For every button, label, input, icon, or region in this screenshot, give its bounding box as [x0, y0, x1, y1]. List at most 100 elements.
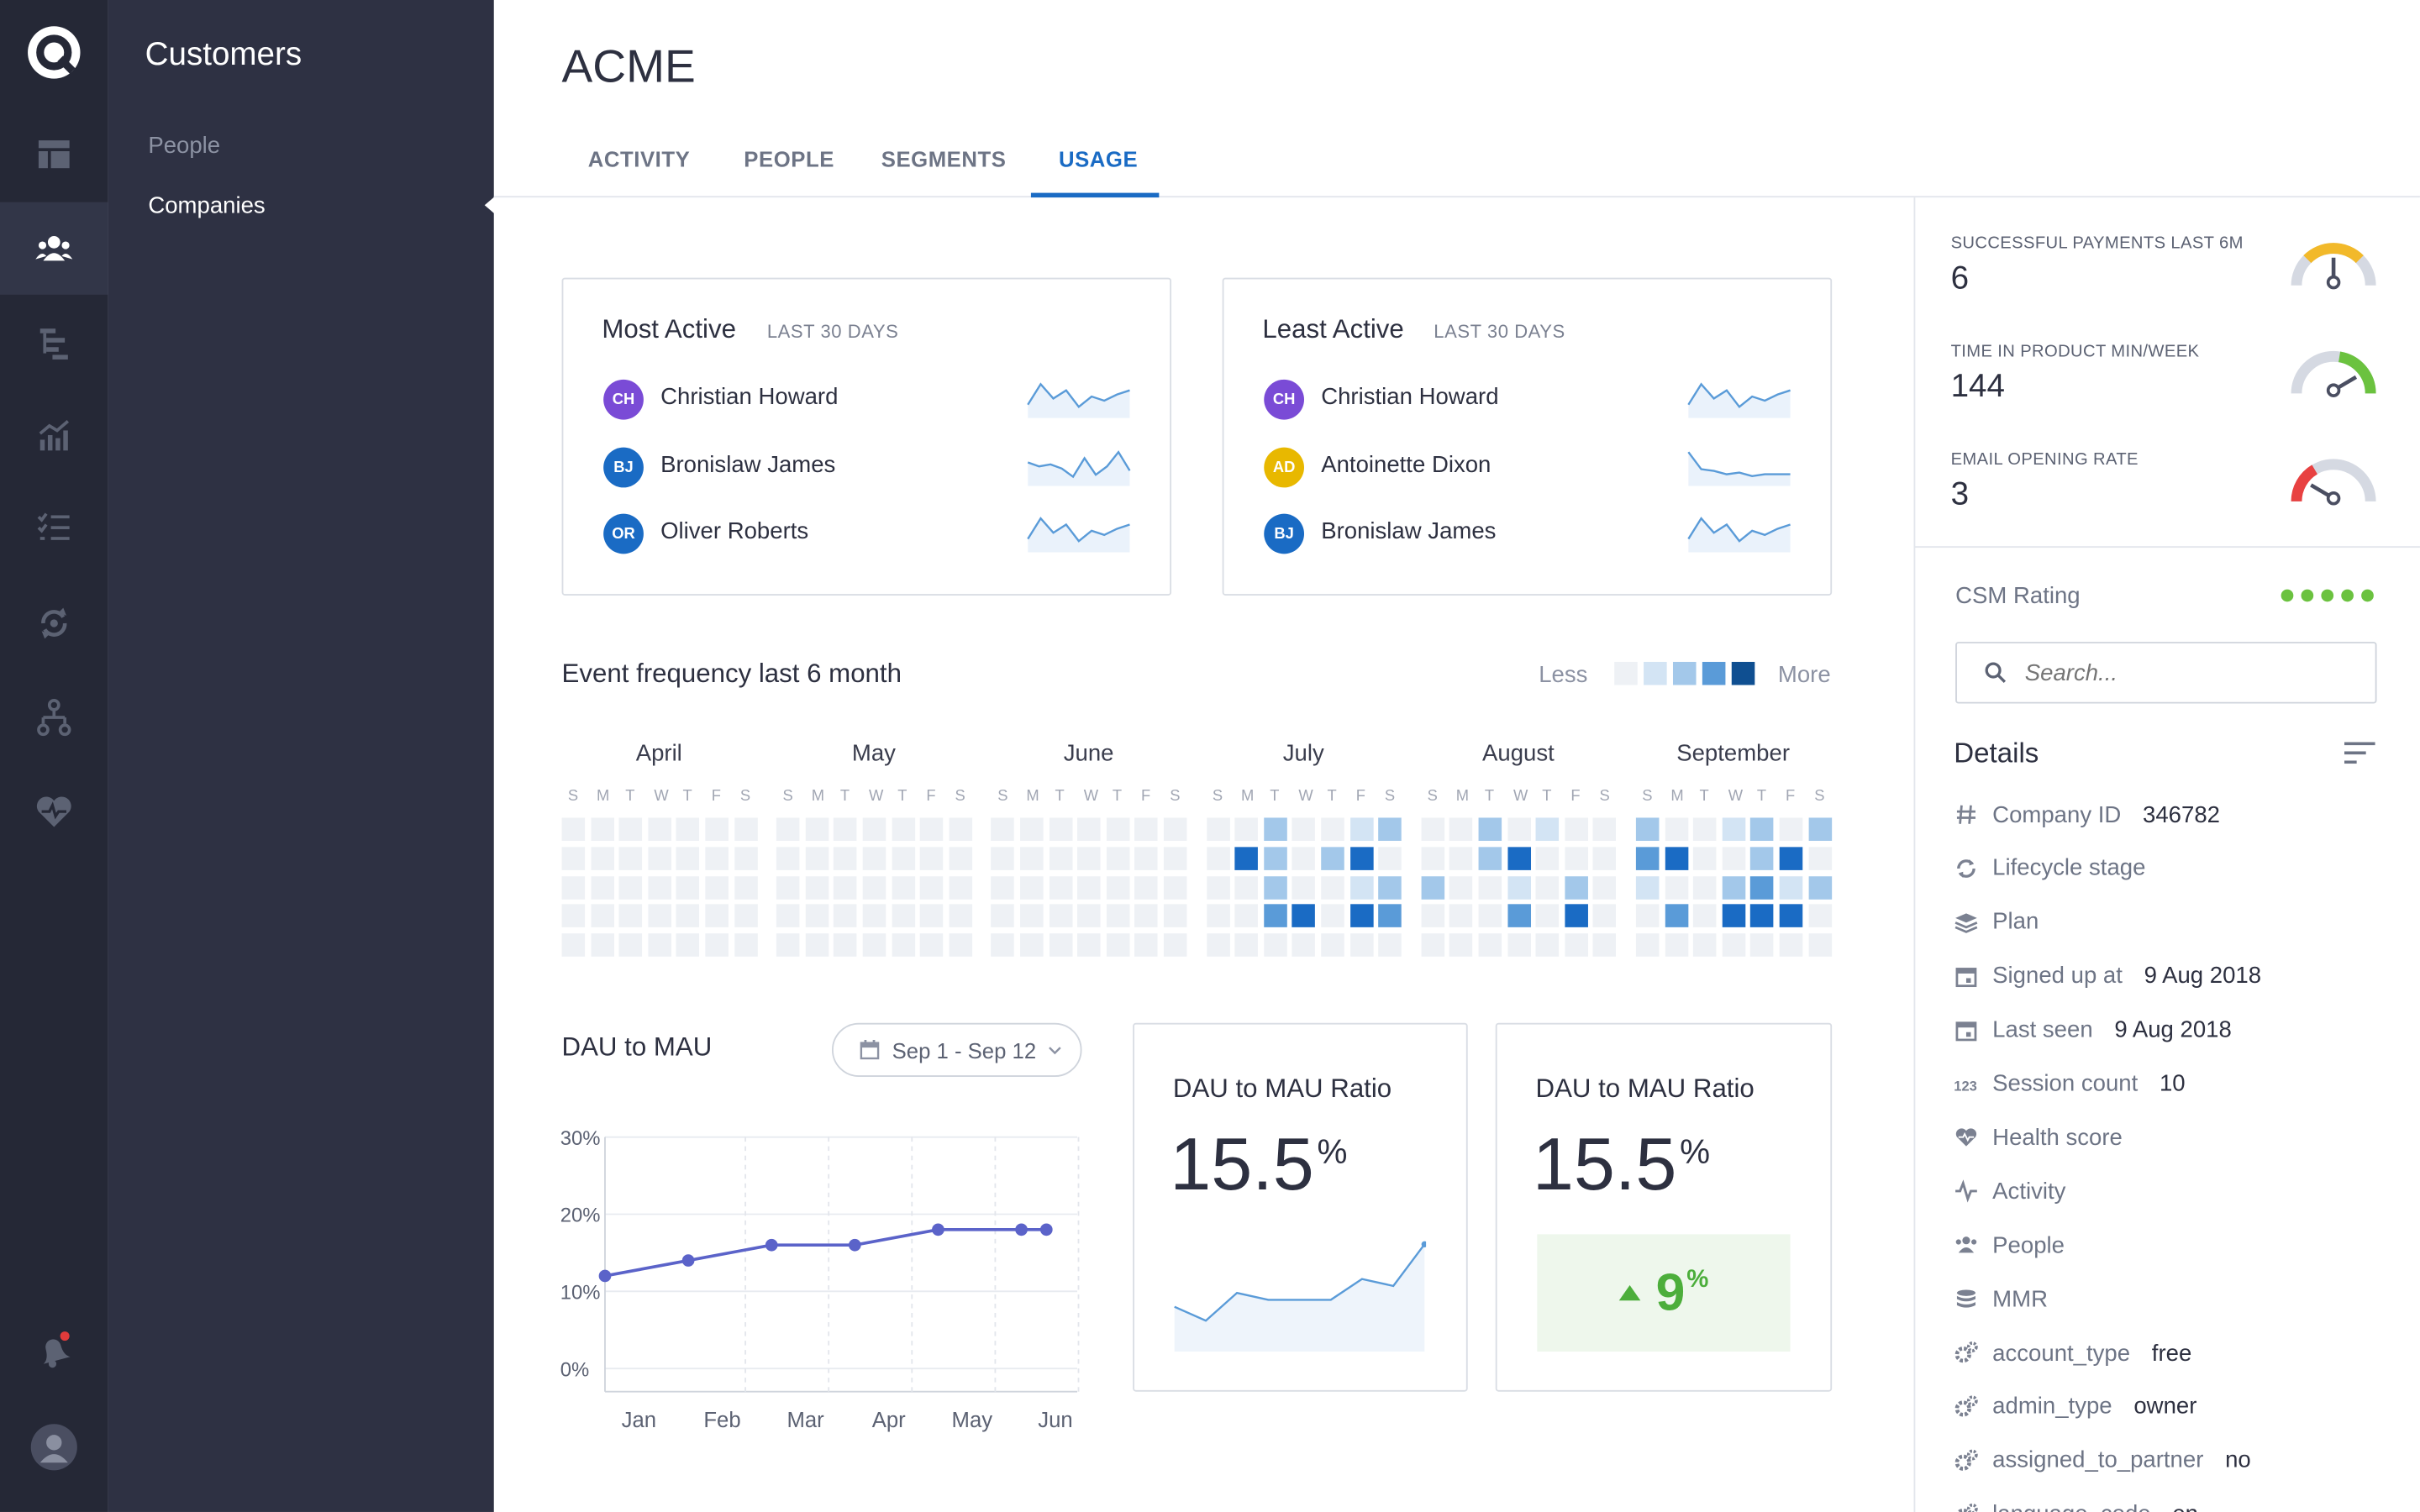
heatmap-cell[interactable] — [561, 905, 586, 928]
heatmap-cell[interactable] — [1020, 905, 1044, 928]
heatmap-cell[interactable] — [1234, 817, 1259, 842]
heatmap-cell[interactable] — [1134, 875, 1159, 900]
heatmap-cell[interactable] — [1321, 905, 1344, 928]
heatmap-cell[interactable] — [1807, 846, 1832, 870]
heatmap-cell[interactable] — [1565, 933, 1588, 958]
heatmap-cell[interactable] — [834, 817, 858, 842]
heatmap-cell[interactable] — [734, 905, 758, 928]
person-name[interactable]: Bronislaw James — [660, 452, 836, 479]
heatmap-cell[interactable] — [1593, 933, 1617, 958]
heatmap-cell[interactable] — [776, 875, 800, 900]
heatmap-cell[interactable] — [1750, 905, 1775, 928]
heatmap-cell[interactable] — [648, 846, 671, 870]
heatmap-cell[interactable] — [834, 905, 858, 928]
heatmap-cell[interactable] — [1077, 846, 1101, 870]
heatmap-cell[interactable] — [590, 905, 614, 928]
heatmap-cell[interactable] — [949, 933, 972, 958]
heatmap-cell[interactable] — [862, 817, 886, 842]
search-input[interactable] — [2024, 659, 2334, 686]
heatmap-cell[interactable] — [734, 817, 758, 842]
heatmap-cell[interactable] — [734, 846, 758, 870]
heatmap-cell[interactable] — [561, 846, 586, 870]
checklist-icon[interactable] — [0, 481, 108, 574]
heatmap-cell[interactable] — [590, 846, 614, 870]
heatmap-cell[interactable] — [1421, 875, 1444, 900]
heatmap-cell[interactable] — [1779, 933, 1803, 958]
heatmap-cell[interactable] — [1378, 905, 1402, 928]
heatmap-cell[interactable] — [705, 933, 729, 958]
heatmap-cell[interactable] — [1163, 817, 1187, 842]
heatmap-cell[interactable] — [1263, 875, 1287, 900]
heatmap-cell[interactable] — [1049, 875, 1072, 900]
heatmap-cell[interactable] — [1665, 933, 1688, 958]
heatmap-cell[interactable] — [1349, 933, 1373, 958]
health-icon[interactable] — [0, 765, 108, 858]
heatmap-cell[interactable] — [1163, 905, 1187, 928]
heatmap-cell[interactable] — [1722, 933, 1745, 958]
heatmap-cell[interactable] — [1077, 817, 1101, 842]
heatmap-cell[interactable] — [1779, 875, 1803, 900]
heatmap-cell[interactable] — [676, 933, 700, 958]
heatmap-cell[interactable] — [776, 905, 800, 928]
heatmap-cell[interactable] — [1807, 817, 1832, 842]
heatmap-cell[interactable] — [1693, 817, 1717, 842]
heatmap-cell[interactable] — [590, 933, 614, 958]
heatmap-cell[interactable] — [1665, 905, 1688, 928]
heatmap-cell[interactable] — [1565, 846, 1588, 870]
heatmap-cell[interactable] — [1049, 817, 1072, 842]
heatmap-cell[interactable] — [834, 875, 858, 900]
heatmap-cell[interactable] — [648, 817, 671, 842]
heatmap-cell[interactable] — [1635, 846, 1660, 870]
heatmap-cell[interactable] — [676, 817, 700, 842]
heatmap-cell[interactable] — [805, 905, 829, 928]
heatmap-cell[interactable] — [1234, 933, 1259, 958]
heatmap-cell[interactable] — [1234, 875, 1259, 900]
heatmap-cell[interactable] — [1020, 933, 1044, 958]
heatmap-cell[interactable] — [1535, 875, 1560, 900]
heatmap-cell[interactable] — [1807, 875, 1832, 900]
heatmap-cell[interactable] — [949, 875, 972, 900]
heatmap-cell[interactable] — [1292, 875, 1316, 900]
heatmap-cell[interactable] — [991, 905, 1015, 928]
heatmap-cell[interactable] — [590, 817, 614, 842]
detail-row[interactable]: assigned_to_partner no — [1954, 1444, 2251, 1478]
heatmap-cell[interactable] — [1234, 846, 1259, 870]
heatmap-cell[interactable] — [1020, 846, 1044, 870]
heatmap-cell[interactable] — [776, 846, 800, 870]
heatmap-cell[interactable] — [705, 905, 729, 928]
heatmap-cell[interactable] — [1449, 905, 1473, 928]
heatmap-cell[interactable] — [648, 875, 671, 900]
heatmap-cell[interactable] — [1134, 933, 1159, 958]
heatmap-cell[interactable] — [1321, 846, 1344, 870]
heatmap-cell[interactable] — [1665, 846, 1688, 870]
segments-icon[interactable] — [0, 297, 108, 389]
heatmap-cell[interactable] — [676, 875, 700, 900]
heatmap-cell[interactable] — [1535, 846, 1560, 870]
heatmap-cell[interactable] — [949, 846, 972, 870]
heatmap-cell[interactable] — [1722, 875, 1745, 900]
heatmap-cell[interactable] — [1478, 846, 1502, 870]
heatmap-cell[interactable] — [1807, 933, 1832, 958]
heatmap-cell[interactable] — [1134, 846, 1159, 870]
heatmap-cell[interactable] — [1206, 817, 1230, 842]
heatmap-cell[interactable] — [1478, 933, 1502, 958]
detail-row[interactable]: Health score — [1954, 1121, 2144, 1154]
tab-usage[interactable]: USAGE — [1058, 146, 1139, 171]
data-point[interactable] — [765, 1238, 778, 1252]
heatmap-cell[interactable] — [1077, 933, 1101, 958]
heatmap-cell[interactable] — [1750, 817, 1775, 842]
heatmap-cell[interactable] — [1565, 905, 1588, 928]
heatmap-cell[interactable] — [1077, 875, 1101, 900]
heatmap-cell[interactable] — [1263, 846, 1287, 870]
heatmap-cell[interactable] — [1321, 933, 1344, 958]
heatmap-cell[interactable] — [1779, 846, 1803, 870]
heatmap-cell[interactable] — [1020, 875, 1044, 900]
heatmap-cell[interactable] — [891, 905, 915, 928]
heatmap-cell[interactable] — [1635, 875, 1660, 900]
heatmap-cell[interactable] — [1535, 905, 1560, 928]
heatmap-cell[interactable] — [1134, 817, 1159, 842]
heatmap-cell[interactable] — [1378, 846, 1402, 870]
detail-row[interactable]: MMR — [1954, 1282, 2069, 1315]
heatmap-cell[interactable] — [1693, 846, 1717, 870]
heatmap-cell[interactable] — [1722, 846, 1745, 870]
